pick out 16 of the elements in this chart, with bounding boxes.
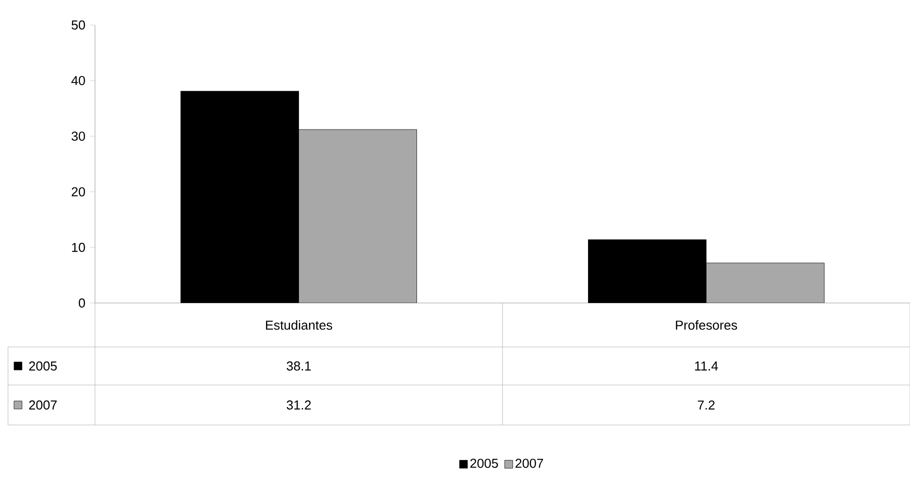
legend-label: 2005 [29, 361, 57, 371]
y-tick-label: 30 [72, 132, 85, 141]
data-label: 11.4 [695, 362, 718, 370]
y-tick-label: 20 [72, 187, 85, 196]
legend-label: 2007 [516, 458, 544, 468]
y-tick-label: 40 [71, 76, 85, 86]
text: 2007 [29, 400, 57, 410]
data-label: 7.2 [698, 400, 715, 410]
x-tick-label: Estudiantes [266, 320, 332, 330]
y-tick-label: 50 [72, 20, 85, 30]
data-label: 31.2 [286, 400, 311, 410]
x-tick-label: Profesores [676, 320, 738, 330]
text: 2005 [470, 458, 498, 468]
y-tick-label: 10 [72, 242, 85, 252]
y-tick-label: 0 [78, 298, 85, 308]
data-label: 38.1 [286, 361, 311, 371]
